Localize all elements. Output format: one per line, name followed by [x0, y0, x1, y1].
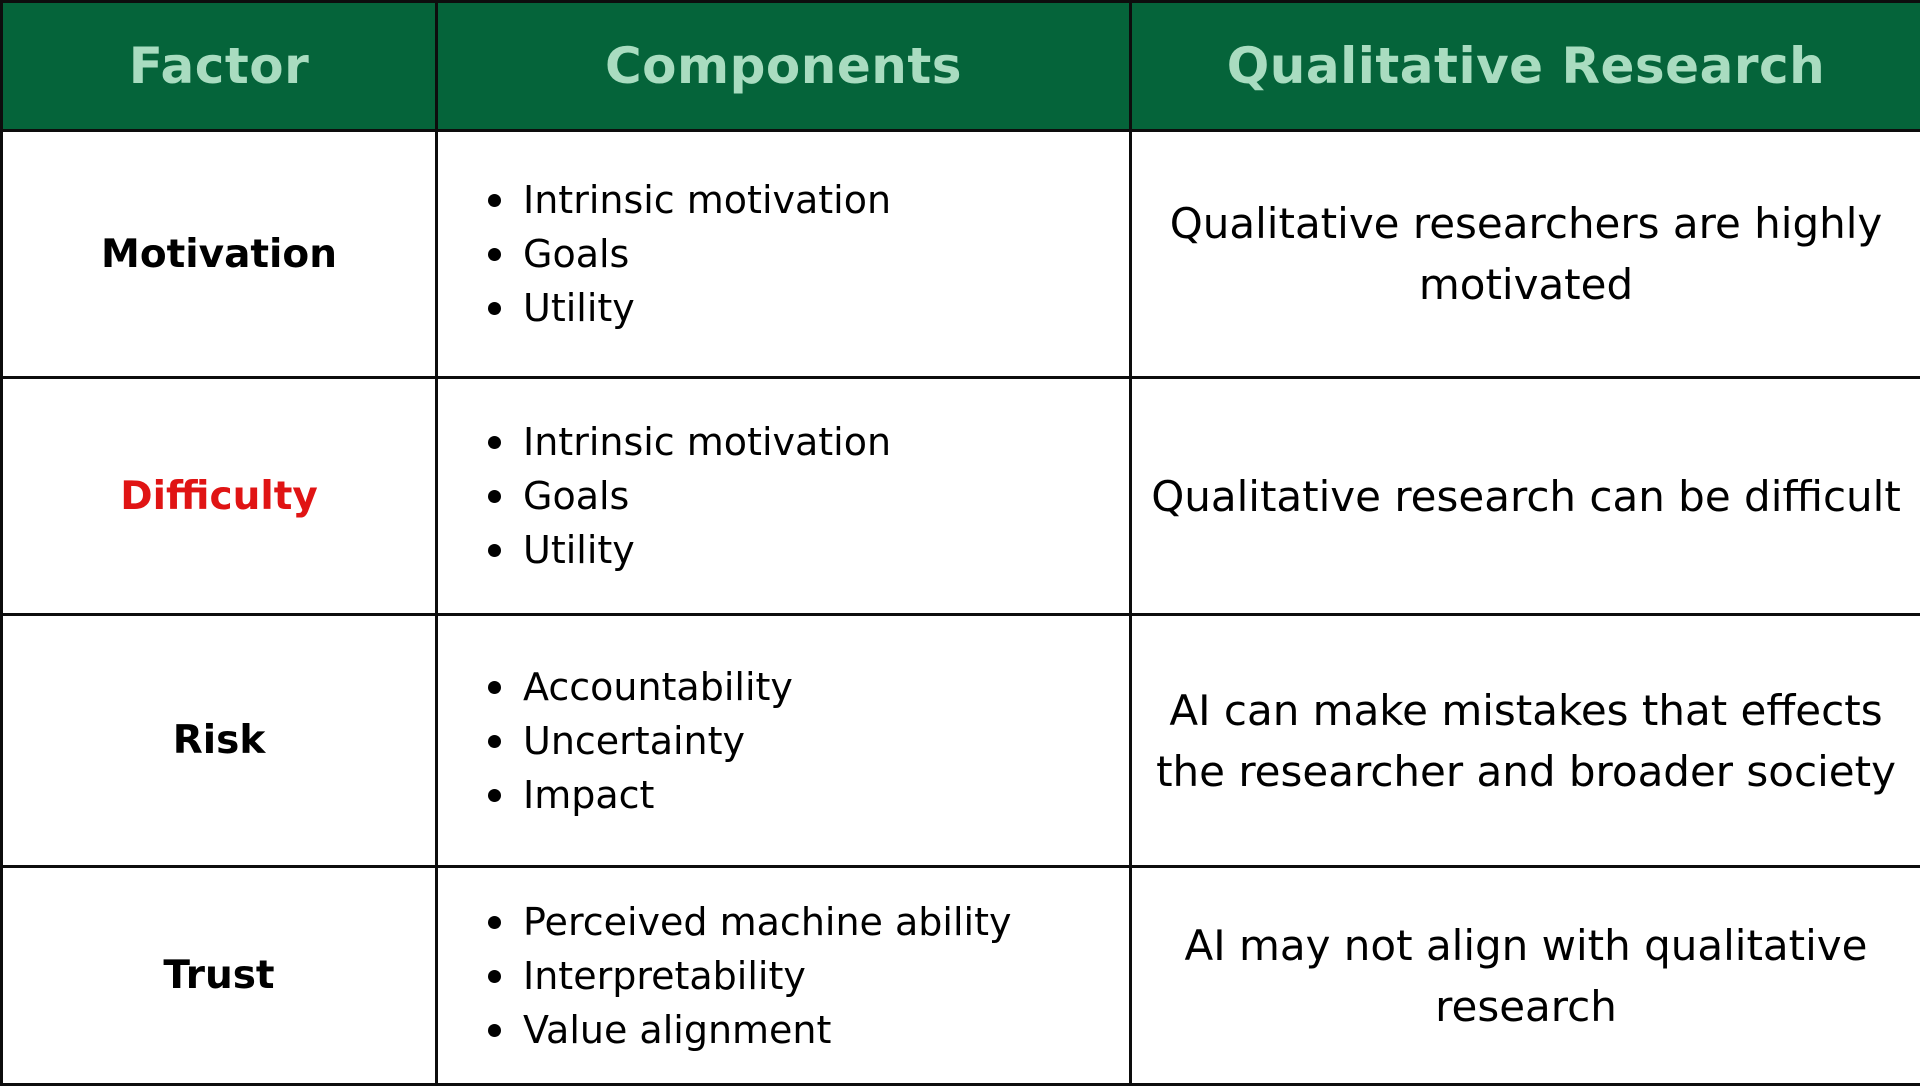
components-list: Intrinsic motivation Goals Utility: [438, 173, 1129, 335]
list-item: Uncertainty: [523, 714, 1129, 768]
bullet-icon: [488, 735, 501, 748]
research-cell: Qualitative research can be difficult: [1131, 378, 1920, 615]
header-components: Components: [437, 2, 1131, 131]
component-label: Value alignment: [523, 1008, 831, 1052]
components-list: Perceived machine ability Interpretabili…: [438, 895, 1129, 1057]
bullet-icon: [488, 916, 501, 929]
bullet-icon: [488, 436, 501, 449]
component-label: Utility: [523, 286, 635, 330]
header-factor: Factor: [2, 2, 437, 131]
table-row-difficulty: Difficulty Intrinsic motivation Goals Ut…: [2, 378, 1920, 615]
bullet-icon: [488, 248, 501, 261]
component-label: Interpretability: [523, 954, 806, 998]
bullet-icon: [488, 1024, 501, 1037]
bullet-icon: [488, 544, 501, 557]
list-item: Intrinsic motivation: [523, 415, 1129, 469]
bullet-icon: [488, 789, 501, 802]
header-qualitative-research: Qualitative Research: [1131, 2, 1920, 131]
list-item: Goals: [523, 469, 1129, 523]
component-label: Uncertainty: [523, 719, 745, 763]
list-item: Impact: [523, 768, 1129, 822]
component-label: Intrinsic motivation: [523, 178, 891, 222]
table-row-trust: Trust Perceived machine ability Interpre…: [2, 867, 1920, 1085]
factor-cell: Difficulty: [2, 378, 437, 615]
list-item: Interpretability: [523, 949, 1129, 1003]
component-label: Intrinsic motivation: [523, 420, 891, 464]
component-label: Perceived machine ability: [523, 900, 1011, 944]
components-cell: Accountability Uncertainty Impact: [437, 615, 1131, 867]
list-item: Accountability: [523, 660, 1129, 714]
factor-cell: Risk: [2, 615, 437, 867]
components-cell: Intrinsic motivation Goals Utility: [437, 378, 1131, 615]
table-row-motivation: Motivation Intrinsic motivation Goals Ut…: [2, 131, 1920, 378]
component-label: Utility: [523, 528, 635, 572]
bullet-icon: [488, 681, 501, 694]
list-item: Value alignment: [523, 1003, 1129, 1057]
table-row-risk: Risk Accountability Uncertainty Impact A…: [2, 615, 1920, 867]
components-list: Intrinsic motivation Goals Utility: [438, 415, 1129, 577]
factor-cell: Motivation: [2, 131, 437, 378]
component-label: Accountability: [523, 665, 793, 709]
factor-cell: Trust: [2, 867, 437, 1085]
component-label: Goals: [523, 232, 629, 276]
list-item: Goals: [523, 227, 1129, 281]
list-item: Perceived machine ability: [523, 895, 1129, 949]
bullet-icon: [488, 490, 501, 503]
research-cell: Qualitative researchers are highly motiv…: [1131, 131, 1920, 378]
header-row: Factor Components Qualitative Research: [2, 2, 1920, 131]
research-cell: AI may not align with qualitative resear…: [1131, 867, 1920, 1085]
list-item: Utility: [523, 523, 1129, 577]
components-list: Accountability Uncertainty Impact: [438, 660, 1129, 822]
bullet-icon: [488, 302, 501, 315]
research-cell: AI can make mistakes that effects the re…: [1131, 615, 1920, 867]
bullet-icon: [488, 194, 501, 207]
bullet-icon: [488, 970, 501, 983]
list-item: Utility: [523, 281, 1129, 335]
components-cell: Perceived machine ability Interpretabili…: [437, 867, 1131, 1085]
component-label: Goals: [523, 474, 629, 518]
component-label: Impact: [523, 773, 654, 817]
list-item: Intrinsic motivation: [523, 173, 1129, 227]
components-cell: Intrinsic motivation Goals Utility: [437, 131, 1131, 378]
